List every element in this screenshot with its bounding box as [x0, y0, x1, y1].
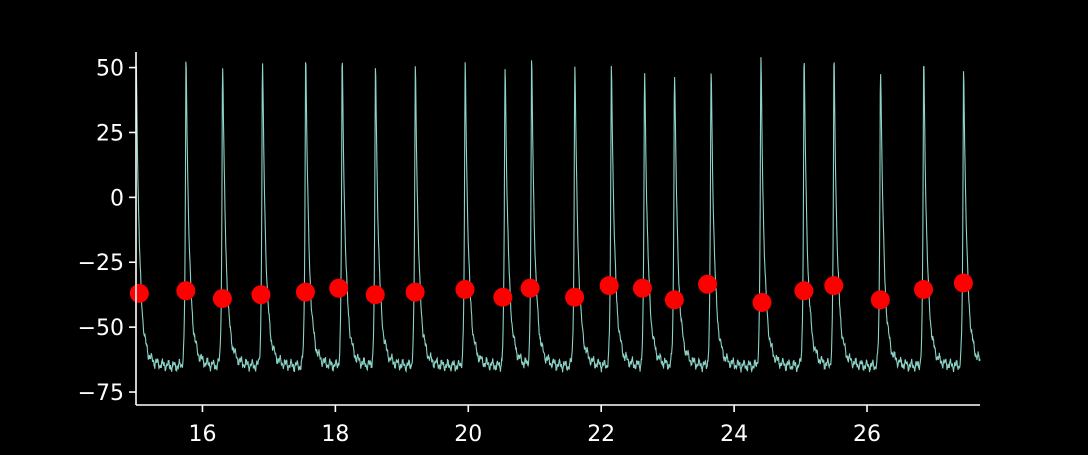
y-tick-label: −50 [78, 316, 124, 341]
axes: 50 25 0 −25 −50 −75 16 18 20 22 24 26 [78, 52, 980, 447]
scatter-point [405, 282, 425, 302]
scatter-point [870, 290, 890, 310]
scatter-point [129, 283, 149, 303]
scatter-point [212, 289, 232, 309]
scatter-point [914, 279, 934, 299]
plot-area [129, 57, 981, 374]
scatter-point [329, 278, 349, 298]
scatter-point [794, 281, 814, 301]
scatter-point [824, 276, 844, 296]
y-tick-label: −25 [78, 251, 124, 276]
x-tick-label: 22 [587, 422, 615, 447]
scatter-point [455, 279, 475, 299]
y-tick-label: 25 [96, 121, 124, 146]
voltage-trace-line [135, 57, 981, 374]
scatter-point [493, 287, 513, 307]
scatter-point [698, 274, 718, 294]
y-tick-label: 50 [96, 57, 124, 82]
scatter-point [251, 285, 271, 305]
x-tick-label: 20 [454, 422, 482, 447]
scatter-point [953, 273, 973, 293]
scatter-point [520, 278, 540, 298]
scatter-point [664, 290, 684, 310]
x-tick-label: 18 [321, 422, 349, 447]
y-tick-label: −75 [78, 381, 124, 406]
x-tick-label: 16 [188, 422, 216, 447]
x-tick-label: 24 [720, 422, 748, 447]
scatter-point [565, 287, 585, 307]
scatter-point [176, 281, 196, 301]
scatter-point [752, 292, 772, 312]
scatter-point [365, 285, 385, 305]
scatter-point [599, 276, 619, 296]
scatter-point [295, 282, 315, 302]
x-tick-label: 26 [853, 422, 881, 447]
scatter-point [632, 278, 652, 298]
y-tick-label: 0 [110, 186, 124, 211]
